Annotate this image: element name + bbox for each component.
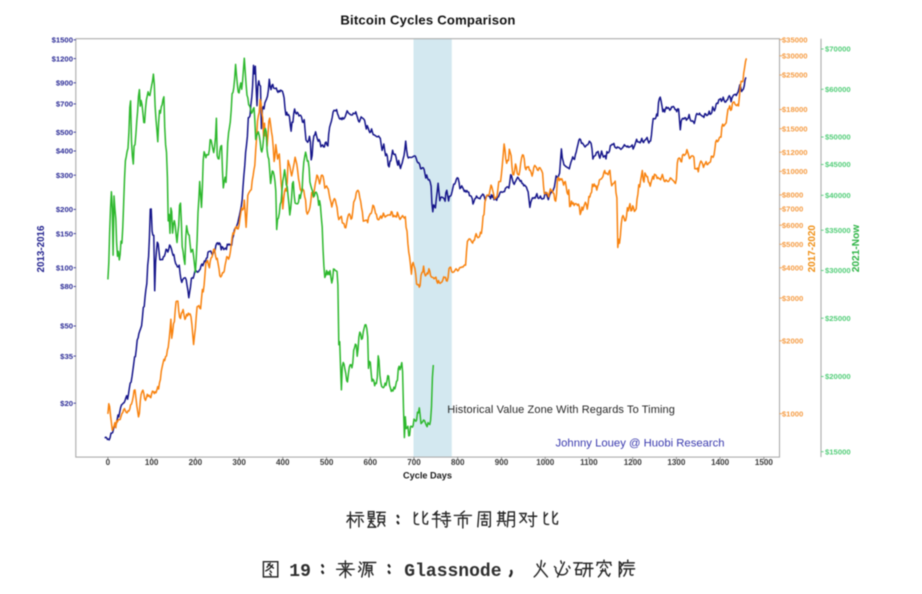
svg-text:$70000: $70000 <box>825 45 851 54</box>
svg-text:$7000: $7000 <box>782 205 803 214</box>
svg-text:$60000: $60000 <box>825 85 851 94</box>
svg-text:$30000: $30000 <box>825 266 851 275</box>
svg-text:1000: 1000 <box>536 458 555 467</box>
svg-text:200: 200 <box>189 458 203 467</box>
svg-text:$45000: $45000 <box>825 160 851 169</box>
svg-text:$200: $200 <box>56 205 73 214</box>
svg-text:2021-Now: 2021-Now <box>851 225 862 273</box>
svg-text:$40000: $40000 <box>825 191 851 200</box>
svg-text:$700: $700 <box>56 100 73 109</box>
svg-text:2013-2016: 2013-2016 <box>36 225 47 272</box>
svg-text:1500: 1500 <box>755 458 774 467</box>
svg-text:1100: 1100 <box>580 458 598 467</box>
svg-text:$35000: $35000 <box>825 226 851 235</box>
svg-text:$1000: $1000 <box>782 409 803 418</box>
svg-text:$50000: $50000 <box>825 133 851 142</box>
svg-text:2017-2020: 2017-2020 <box>807 225 818 273</box>
svg-text:1300: 1300 <box>667 458 686 467</box>
svg-text:$18000: $18000 <box>782 105 808 114</box>
svg-text:$25000: $25000 <box>782 71 808 80</box>
svg-text:$20: $20 <box>60 399 73 408</box>
svg-text:100: 100 <box>145 458 159 467</box>
svg-text:400: 400 <box>276 458 290 467</box>
svg-text:600: 600 <box>364 458 378 467</box>
svg-text:1400: 1400 <box>711 458 730 467</box>
svg-text:$150: $150 <box>56 229 73 238</box>
svg-text:$25000: $25000 <box>825 314 851 323</box>
svg-text:Historical Value Zone With Reg: Historical Value Zone With Regards To Ti… <box>447 404 675 416</box>
svg-text:0: 0 <box>106 458 111 467</box>
svg-text:$35000: $35000 <box>782 35 808 44</box>
svg-text:$50: $50 <box>60 322 73 331</box>
svg-text:Cycle Days: Cycle Days <box>403 470 452 480</box>
svg-text:$4000: $4000 <box>782 264 803 273</box>
svg-text:$10000: $10000 <box>782 167 808 176</box>
svg-text:$15000: $15000 <box>782 124 808 133</box>
svg-text:$900: $900 <box>56 79 73 88</box>
svg-text:800: 800 <box>451 458 465 467</box>
svg-text:$8000: $8000 <box>782 191 803 200</box>
svg-text:$1500: $1500 <box>52 36 73 45</box>
svg-text:$30000: $30000 <box>782 52 808 61</box>
svg-text:Johnny Louey @ Huobi Research: Johnny Louey @ Huobi Research <box>556 438 725 450</box>
svg-text:$1200: $1200 <box>52 54 73 63</box>
svg-text:Bitcoin Cycles Comparison: Bitcoin Cycles Comparison <box>340 13 515 28</box>
svg-text:$35: $35 <box>60 352 74 361</box>
svg-text:$500: $500 <box>56 128 73 137</box>
svg-text:$5000: $5000 <box>782 240 803 249</box>
svg-text:$15000: $15000 <box>825 447 851 456</box>
svg-text:900: 900 <box>495 458 509 467</box>
svg-text:$300: $300 <box>56 171 73 180</box>
svg-text:$2000: $2000 <box>782 337 803 346</box>
svg-text:300: 300 <box>232 458 246 467</box>
svg-text:$400: $400 <box>56 147 73 156</box>
svg-text:500: 500 <box>320 458 334 467</box>
svg-text:700: 700 <box>407 458 421 467</box>
svg-text:Glassnode: Glassnode <box>404 562 501 582</box>
svg-text:$6000: $6000 <box>782 221 803 230</box>
svg-text:$3000: $3000 <box>782 294 803 303</box>
svg-text:19: 19 <box>289 562 311 582</box>
svg-text:$20000: $20000 <box>825 372 851 381</box>
svg-text:1200: 1200 <box>624 458 643 467</box>
svg-text:$100: $100 <box>56 263 73 272</box>
svg-text:$12000: $12000 <box>782 148 808 157</box>
svg-text:$80: $80 <box>60 282 73 291</box>
